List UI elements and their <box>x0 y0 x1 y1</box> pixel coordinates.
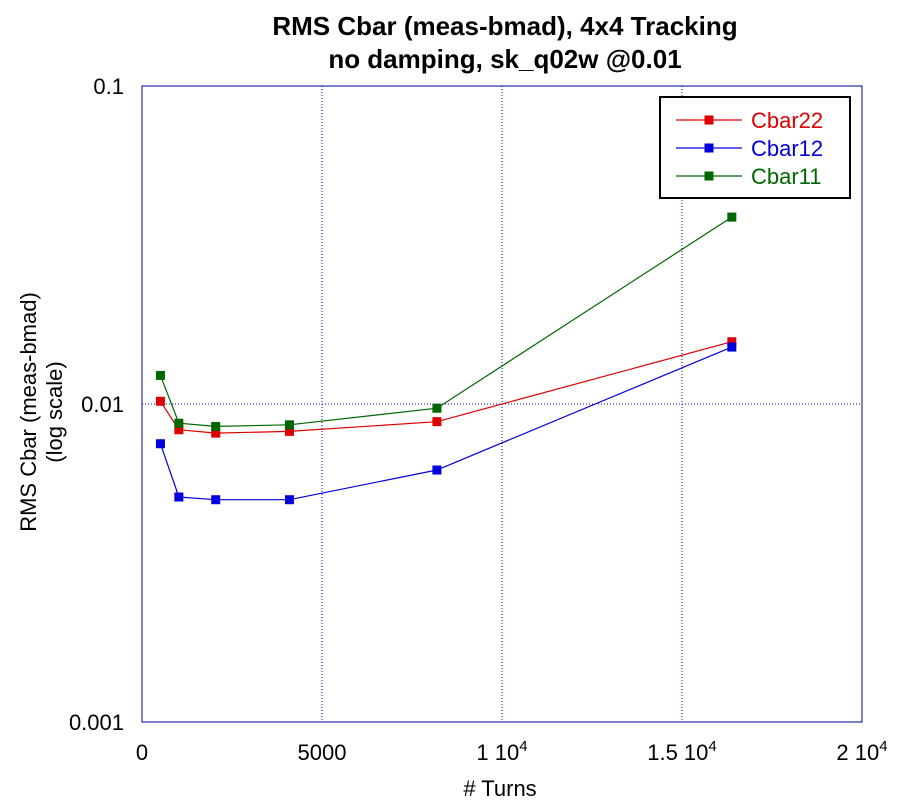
y-tick-labels: 0.001 0.01 0.1 <box>69 74 124 735</box>
series-group <box>155 212 737 505</box>
data-point-cbar22 <box>155 396 165 406</box>
x-tick-label: 5000 <box>298 740 347 765</box>
x-tick-label: 0 <box>136 740 148 765</box>
data-point-cbar11 <box>727 212 737 222</box>
y-tick-label: 0.01 <box>81 392 124 417</box>
data-point-cbar12 <box>174 492 184 502</box>
x-tick-label: 1.5 104 <box>647 738 717 765</box>
y-axis-label-line-1: RMS Cbar (meas-bmad) <box>16 292 41 532</box>
data-point-cbar22 <box>727 337 737 347</box>
y-axis-label-line-2: (log scale) <box>42 361 67 462</box>
data-point-cbar12 <box>284 495 294 505</box>
legend-label-cbar22: Cbar22 <box>751 108 823 133</box>
legend-marker-cbar11 <box>704 171 714 181</box>
plot-frame <box>141 85 863 723</box>
data-point-cbar12 <box>211 495 221 505</box>
x-axis-label: # Turns <box>463 776 536 801</box>
data-point-cbar12 <box>155 439 165 449</box>
series-line-cbar12 <box>159 346 733 501</box>
legend-label-cbar12: Cbar12 <box>751 136 823 161</box>
chart-title-line-2: no damping, sk_q02w @0.01 <box>328 44 681 74</box>
data-point-cbar22 <box>211 428 221 438</box>
x-tick-labels: 0 5000 1 104 1.5 104 2 104 <box>136 738 888 765</box>
y-tick-label: 0.001 <box>69 710 124 735</box>
data-point-cbar12 <box>727 342 737 352</box>
legend-label-cbar11: Cbar11 <box>751 164 822 189</box>
data-point-cbar11 <box>211 421 221 431</box>
series-line-cbar22 <box>159 341 732 434</box>
legend-marker-cbar22 <box>704 115 714 125</box>
x-tick-label: 1 104 <box>476 738 527 765</box>
data-point-cbar11 <box>174 418 184 428</box>
chart-title-line-1: RMS Cbar (meas-bmad), 4x4 Tracking <box>272 11 737 41</box>
y-tick-label: 0.1 <box>93 74 124 99</box>
data-point-cbar11 <box>155 370 165 380</box>
data-point-cbar11 <box>284 420 294 430</box>
legend-marker-cbar12 <box>704 143 714 153</box>
data-point-cbar22 <box>174 425 184 435</box>
data-point-cbar11 <box>432 403 442 413</box>
legend: Cbar22 Cbar12 Cbar11 <box>659 96 851 199</box>
data-point-cbar22 <box>284 426 294 436</box>
data-point-cbar22 <box>432 417 442 427</box>
series-line-cbar11 <box>159 216 733 428</box>
x-tick-label: 2 104 <box>836 738 887 765</box>
data-point-cbar12 <box>432 465 442 475</box>
